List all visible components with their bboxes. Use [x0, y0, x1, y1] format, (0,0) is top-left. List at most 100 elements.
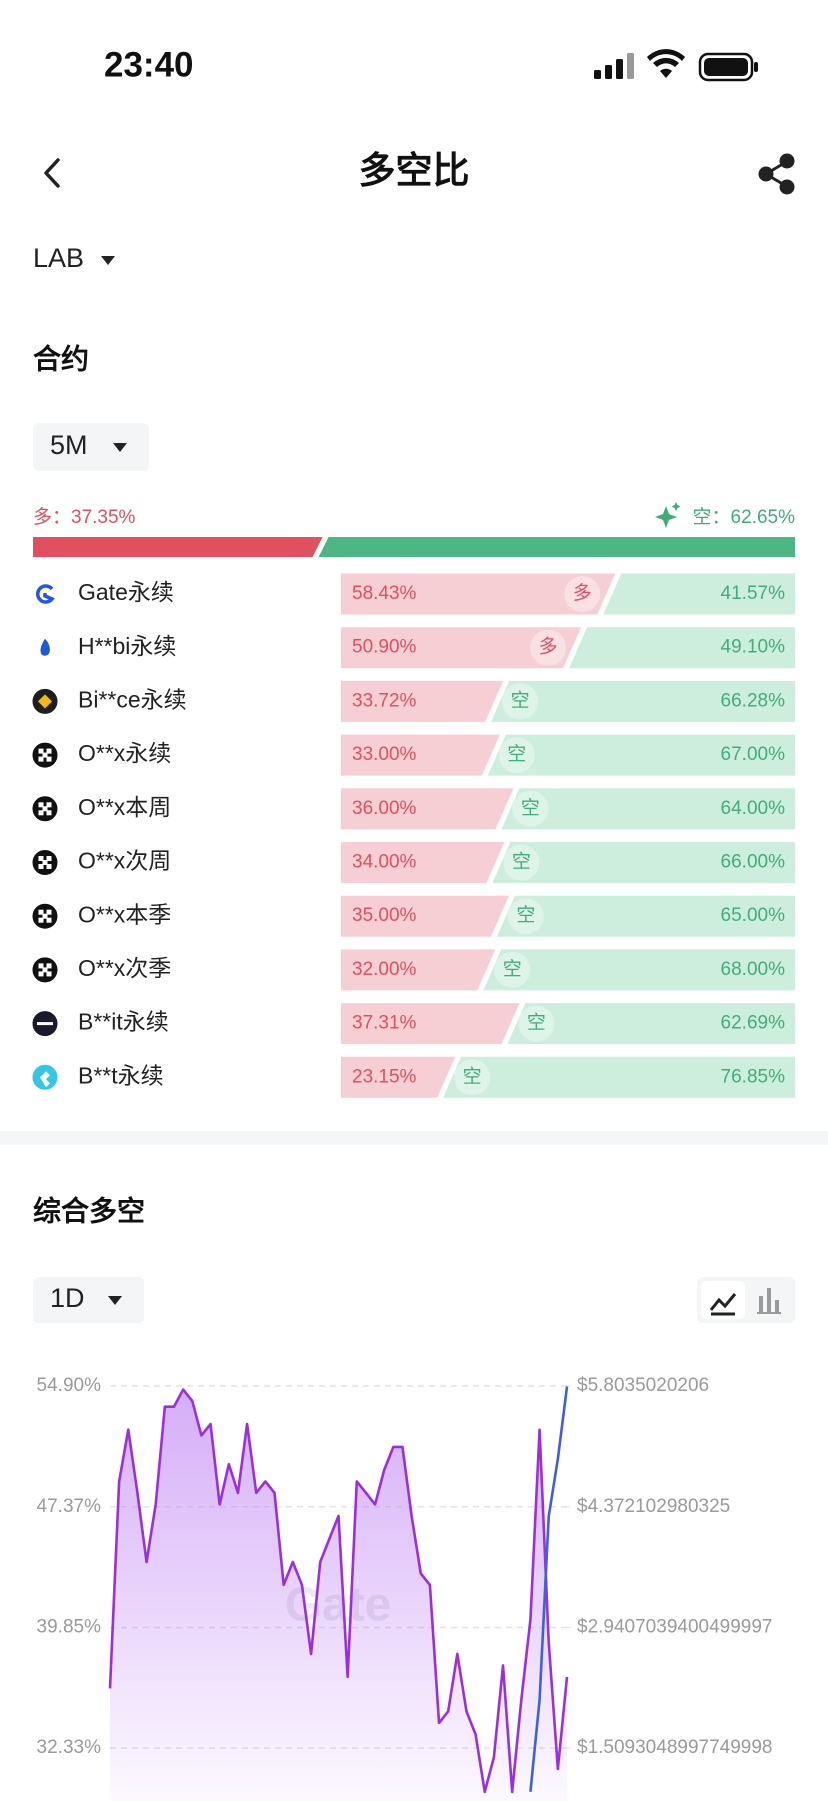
y2-tick-label: $1.5093048997749998	[577, 1737, 772, 1758]
y-tick-label: 47.37%	[37, 1496, 102, 1517]
long-bar	[341, 949, 496, 991]
tag-badge	[503, 844, 540, 881]
exchange-name: O**x永续	[78, 740, 171, 766]
tag-label: 空	[463, 1065, 482, 1087]
exchange-name: H**bi永续	[78, 633, 176, 659]
section-title: 综合多空	[33, 1194, 145, 1226]
dropdown-arrow	[108, 1296, 122, 1305]
long-value: 36.00%	[352, 798, 417, 819]
period-label: 1D	[50, 1283, 85, 1313]
exchange-icon-part	[38, 802, 44, 808]
period-button[interactable]	[33, 423, 149, 471]
status-time: 23:40	[104, 45, 194, 84]
tag-label: 空	[521, 797, 540, 819]
exchange-icon-part	[46, 756, 52, 762]
tag-label: 多	[573, 582, 592, 604]
y2-tick-label: $4.372102980325	[577, 1496, 730, 1517]
long-bar	[341, 895, 509, 937]
short-prefix: 空：	[693, 506, 731, 528]
exchange-icon-part	[38, 917, 44, 923]
exchange-icon-part	[42, 806, 48, 812]
long-bar	[341, 627, 582, 669]
tag-badge	[498, 737, 535, 774]
long-bar	[341, 842, 505, 883]
section-divider	[0, 1131, 828, 1145]
exchange-icon-part	[46, 917, 52, 923]
long-value: 37.35%	[71, 507, 136, 528]
short-bar	[507, 1003, 795, 1045]
exchange-icon-part	[42, 913, 48, 919]
exchange-icon-part	[38, 864, 44, 869]
tag-badge	[507, 898, 544, 935]
series-area	[110, 1389, 567, 1801]
short-value: 67.00%	[721, 744, 786, 765]
section-title: 合约	[33, 342, 89, 374]
long-value: 33.72%	[352, 690, 417, 711]
long-prefix: 多：	[33, 506, 71, 528]
short-bar	[491, 680, 795, 722]
exchange-icon-part	[46, 909, 52, 915]
overall-short-label: 空：62.65%	[693, 506, 796, 528]
short-bar	[569, 627, 795, 669]
short-value: 41.57%	[721, 583, 786, 604]
overall-long-bar	[33, 537, 323, 557]
tag-badge	[502, 683, 539, 720]
exchange-icon-part	[46, 963, 52, 969]
exchange-icon-part	[37, 694, 53, 709]
exchange-icon-part	[46, 856, 52, 861]
period-button[interactable]	[33, 1277, 144, 1323]
short-value: 62.69%	[721, 1013, 786, 1034]
long-value: 58.43%	[352, 583, 417, 604]
exchange-icon-part	[42, 752, 48, 758]
long-bar	[341, 573, 616, 615]
short-bar	[603, 573, 795, 615]
exchange-icon-part	[36, 584, 55, 604]
long-value: 32.00%	[352, 959, 417, 980]
coin-selector[interactable]: LAB	[33, 243, 84, 273]
exchange-icon-part	[38, 909, 44, 915]
short-value: 62.65%	[731, 507, 796, 528]
exchange-name: O**x本周	[78, 794, 171, 820]
y2-tick-label: $5.8035020206	[577, 1375, 709, 1396]
short-bar	[492, 842, 795, 883]
exchange-icon-part	[46, 864, 52, 869]
y-tick-label: 39.85%	[37, 1616, 102, 1637]
y-tick-label: 54.90%	[37, 1375, 102, 1396]
exchange-icon-part	[38, 810, 44, 816]
dropdown-arrow	[113, 443, 127, 452]
exchange-name: Bi**ce永续	[78, 686, 187, 712]
tag-label: 空	[527, 1012, 546, 1034]
short-value: 64.00%	[721, 798, 786, 819]
exchange-icon-part	[38, 748, 44, 754]
exchange-name: B**it永续	[78, 1009, 169, 1035]
exchange-icon-part	[46, 748, 52, 754]
bar-chart-toggle[interactable]	[757, 1288, 781, 1314]
exchange-icon-part	[40, 638, 50, 656]
exchange-icon-part	[38, 856, 44, 861]
back-button[interactable]	[44, 158, 60, 188]
tag-badge	[494, 951, 531, 988]
tag-badge	[564, 576, 601, 612]
overall-short-bar	[318, 537, 795, 557]
tag-badge	[454, 1059, 491, 1096]
exchange-name: O**x次周	[78, 848, 171, 874]
long-bar	[341, 1003, 520, 1045]
tag-label: 空	[512, 851, 531, 873]
short-value: 66.28%	[721, 690, 786, 711]
short-bar	[501, 788, 795, 830]
share-button[interactable]	[758, 153, 795, 195]
exchange-icon-part	[40, 1071, 50, 1088]
series-line	[108, 1388, 569, 1794]
long-value: 34.00%	[352, 852, 417, 873]
tag-label: 空	[503, 958, 522, 980]
tag-label: 空	[507, 743, 526, 765]
exchange-icon-part	[46, 802, 52, 808]
exchange-icon-part	[46, 971, 52, 977]
exchange-name: O**x次季	[78, 955, 171, 981]
short-bar	[443, 1056, 795, 1098]
long-value: 33.00%	[352, 744, 417, 765]
line-icon	[709, 1293, 737, 1316]
sparkle-icon	[655, 502, 681, 528]
